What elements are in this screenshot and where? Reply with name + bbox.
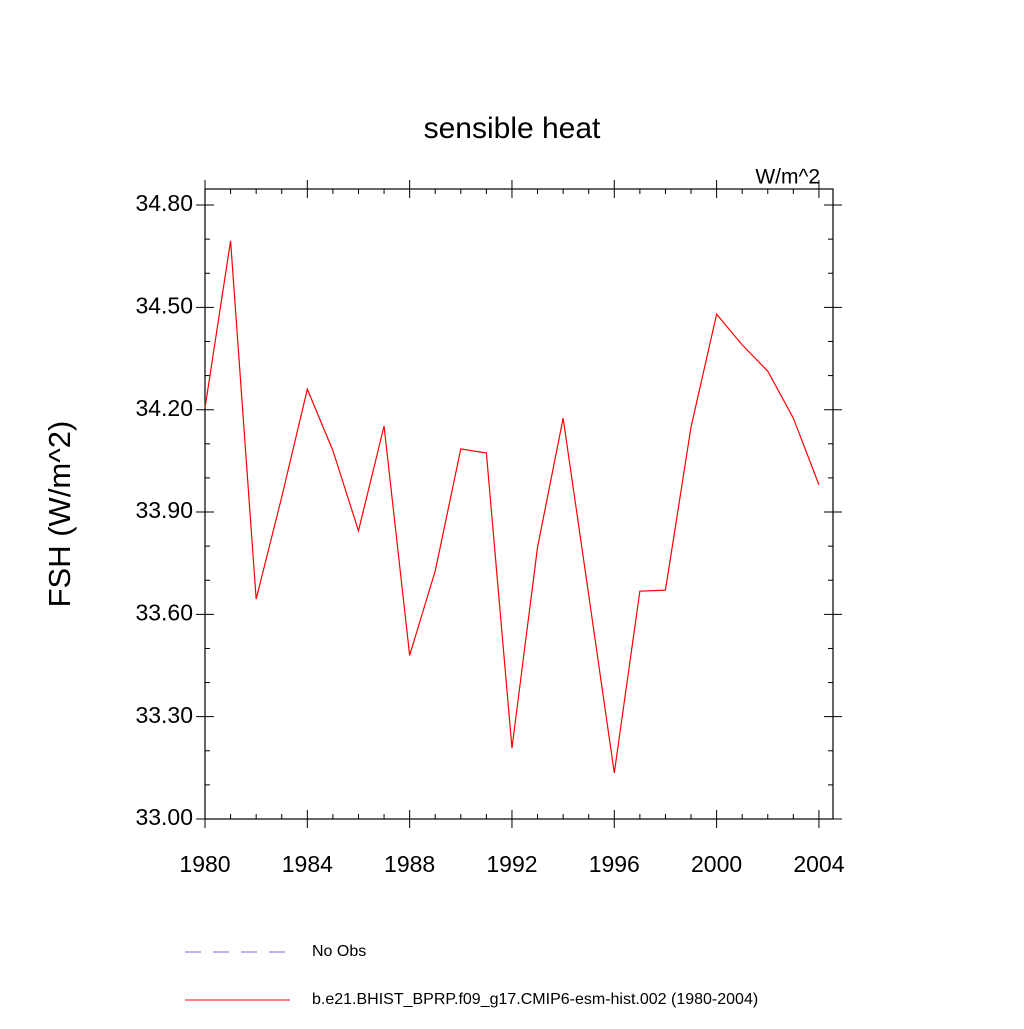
x-tick-label: 1992	[486, 851, 537, 877]
chart-title: sensible heat	[424, 112, 601, 145]
y-tick-label: 33.60	[135, 599, 193, 625]
legend-label: No Obs	[312, 943, 366, 960]
y-tick-label: 33.00	[135, 804, 193, 830]
x-tick-label: 2000	[691, 851, 742, 877]
plot-frame	[204, 188, 834, 820]
x-tick-label: 1988	[384, 851, 435, 877]
y-axis-label: FSH (W/m^2)	[42, 421, 77, 608]
x-tick-label: 2004	[793, 851, 844, 877]
y-tick-label: 33.90	[135, 497, 193, 523]
x-tick-label: 1984	[282, 851, 333, 877]
y-tick-label: 33.30	[135, 702, 193, 728]
y-tick-label: 34.50	[135, 292, 193, 318]
x-tick-label: 1980	[179, 851, 230, 877]
units-label: W/m^2	[755, 166, 820, 189]
y-tick-label: 34.20	[135, 395, 193, 421]
x-tick-label: 1996	[589, 851, 640, 877]
y-tick-label: 34.80	[135, 190, 193, 216]
data-line	[204, 240, 820, 774]
legend-label: b.e21.BHIST_BPRP.f09_g17.CMIP6-esm-hist.…	[312, 991, 758, 1008]
